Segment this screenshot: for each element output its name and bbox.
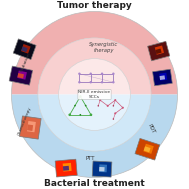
Text: Bacterial treatment: Bacterial treatment bbox=[44, 179, 145, 188]
Circle shape bbox=[68, 113, 71, 116]
Bar bbox=[144, 146, 151, 152]
Bar bbox=[148, 41, 170, 61]
Circle shape bbox=[90, 113, 92, 116]
Circle shape bbox=[85, 105, 87, 106]
Circle shape bbox=[78, 81, 81, 84]
Bar bbox=[99, 167, 105, 171]
Bar bbox=[17, 73, 24, 78]
Text: Radiation: Radiation bbox=[19, 52, 31, 73]
Bar bbox=[21, 44, 31, 54]
Bar bbox=[92, 161, 112, 177]
Circle shape bbox=[112, 73, 115, 75]
Circle shape bbox=[122, 107, 124, 109]
Circle shape bbox=[101, 73, 103, 75]
Circle shape bbox=[107, 105, 109, 107]
Circle shape bbox=[74, 105, 76, 106]
Bar bbox=[21, 46, 28, 52]
Circle shape bbox=[78, 73, 81, 75]
Circle shape bbox=[90, 73, 92, 75]
Bar bbox=[143, 144, 154, 154]
Circle shape bbox=[112, 81, 115, 84]
Circle shape bbox=[114, 112, 116, 114]
Wedge shape bbox=[38, 94, 151, 151]
Circle shape bbox=[90, 81, 92, 84]
Bar bbox=[63, 166, 69, 171]
Bar bbox=[9, 66, 33, 85]
Bar bbox=[27, 125, 33, 131]
Wedge shape bbox=[12, 94, 177, 177]
Bar bbox=[153, 69, 172, 86]
Bar bbox=[99, 164, 107, 172]
Text: Tumor therapy: Tumor therapy bbox=[57, 1, 132, 10]
Circle shape bbox=[113, 118, 114, 120]
Circle shape bbox=[114, 99, 116, 101]
Bar bbox=[17, 70, 27, 80]
Bar bbox=[13, 39, 36, 60]
Circle shape bbox=[101, 81, 103, 84]
Text: Synergistic
therapy: Synergistic therapy bbox=[89, 42, 119, 53]
Bar bbox=[135, 138, 160, 160]
Text: Chemotherapy: Chemotherapy bbox=[18, 106, 33, 136]
Bar bbox=[160, 75, 165, 80]
Text: NIR-II emissive
SCCs: NIR-II emissive SCCs bbox=[78, 90, 111, 99]
Wedge shape bbox=[59, 94, 130, 130]
Bar bbox=[155, 46, 164, 55]
Bar bbox=[155, 49, 162, 54]
Circle shape bbox=[98, 105, 99, 107]
Circle shape bbox=[113, 105, 114, 107]
Wedge shape bbox=[38, 38, 151, 94]
Bar bbox=[63, 163, 72, 172]
Circle shape bbox=[79, 95, 82, 98]
Text: PTT: PTT bbox=[85, 156, 94, 161]
Wedge shape bbox=[59, 59, 130, 94]
Circle shape bbox=[99, 99, 101, 101]
Text: PDT: PDT bbox=[146, 123, 156, 134]
Wedge shape bbox=[12, 12, 177, 94]
Bar bbox=[27, 121, 36, 132]
Circle shape bbox=[80, 114, 81, 116]
Bar bbox=[159, 73, 167, 81]
Bar bbox=[55, 159, 77, 177]
Bar bbox=[19, 116, 41, 139]
